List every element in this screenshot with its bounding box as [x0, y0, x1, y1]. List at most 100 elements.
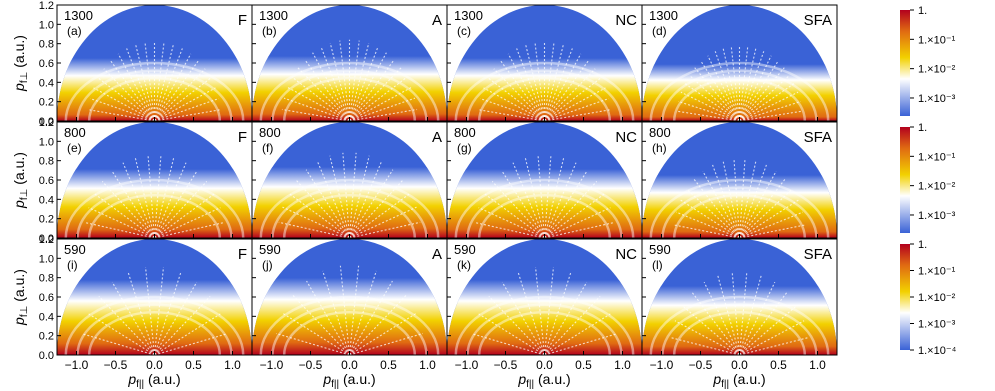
x-axis-title: pf|| (a.u.)	[712, 371, 765, 390]
fringe-line	[154, 53, 192, 122]
fringe-line	[544, 87, 606, 122]
fringe-line	[543, 44, 564, 122]
fringe-line	[282, 312, 350, 355]
ati-ring	[672, 77, 807, 122]
y-tick-label: 1.2	[39, 117, 54, 129]
ati-ring	[271, 69, 428, 122]
fringe-line	[739, 292, 788, 355]
panel-id-label: (i)	[67, 258, 78, 272]
y-tick-label: 0.8	[39, 156, 54, 168]
x-tick-label: −1.0	[260, 358, 284, 372]
fringe-line	[738, 48, 757, 122]
method-label: A	[432, 129, 442, 146]
panel-g: 800(g) NC	[446, 121, 643, 239]
colorbar-gradient	[900, 127, 910, 233]
x-tick-label: 0.0	[146, 358, 163, 372]
fringe-line	[153, 162, 187, 238]
fringe-line	[543, 267, 555, 355]
fringe-line	[154, 170, 198, 238]
fringe-line	[154, 98, 219, 122]
x-tick-label: 0.5	[770, 358, 787, 372]
wavelength-label: 590	[64, 242, 86, 257]
panel-id-label: (a)	[67, 24, 82, 38]
panel-k: 590(k) NC −1.0 −0.5 0.0 0.5 1.0	[446, 238, 643, 372]
fringe-line	[349, 108, 418, 122]
y-tick-label: 1.2	[39, 0, 54, 12]
fringe-line	[717, 274, 741, 355]
y-tick-label: 0.6	[39, 292, 54, 304]
x-axis-title: pf|| (a.u.)	[517, 371, 570, 390]
colorbar-label: 1.×10⁻²	[918, 181, 956, 193]
wavelength-label: 1300	[454, 8, 483, 23]
fringe-line	[153, 272, 182, 355]
fringe-line	[110, 60, 155, 122]
panel-d: 1300(d) SFA	[641, 4, 838, 122]
fringe-line	[329, 42, 351, 122]
fringe-line	[154, 333, 227, 355]
fringe-line	[493, 68, 545, 122]
fringe-line	[349, 76, 408, 122]
ati-ring	[649, 61, 830, 122]
method-label: NC	[615, 246, 637, 263]
fringe-line	[117, 53, 155, 122]
fringe-line	[478, 313, 545, 355]
fringe-line	[103, 68, 155, 122]
fringe-line	[739, 320, 805, 355]
x-tick-label: −1.0	[455, 358, 479, 372]
colorbar-label: 1.	[918, 5, 927, 17]
x-tick-label: 0.5	[380, 358, 397, 372]
fringe-line	[348, 46, 379, 122]
panel-id-label: (b)	[262, 24, 277, 38]
ati-ring	[477, 311, 612, 355]
colorbar-gradient	[900, 10, 910, 116]
fringe-line	[739, 82, 795, 122]
x-tick-label: 0.5	[575, 358, 592, 372]
fringe-line	[349, 206, 417, 238]
colorbar: 1. 1.×10⁻¹ 1.×10⁻² 1.×10⁻³	[900, 5, 956, 116]
y-tick-label: 0.0	[39, 233, 54, 245]
fringe-line	[154, 207, 221, 238]
colorbar: 1. 1.×10⁻¹ 1.×10⁻² 1.×10⁻³	[900, 122, 956, 233]
y-tick-label: 0.2	[39, 214, 54, 226]
fringe-line	[339, 40, 351, 122]
fringe-line	[153, 41, 165, 122]
fringe-line	[349, 59, 395, 122]
y-axis-title: pf⊥ (a.u.)	[11, 35, 30, 92]
ati-ring	[87, 311, 222, 355]
fringe-line	[349, 169, 394, 238]
fringe-line	[348, 40, 360, 122]
colorbar-label: 1.×10⁻¹	[918, 151, 956, 163]
colorbar-label: 1.×10⁻²	[918, 64, 956, 76]
colorbar-label: 1.	[918, 122, 927, 134]
panel-h: 800(h) SFA	[641, 121, 838, 239]
fringe-line	[544, 60, 589, 122]
fringe-line	[544, 53, 582, 122]
fringe-line	[348, 265, 360, 355]
fringe-line	[282, 206, 350, 238]
fringe-line	[676, 110, 740, 122]
colorbar-layer: 1.1.×10⁻¹1.×10⁻²1.×10⁻³1.1.×10⁻¹1.×10⁻²1…	[900, 5, 957, 357]
fringe-line	[722, 160, 741, 238]
axes-layer: pf⊥ (a.u.) pf⊥ (a.u.) pf⊥ (a.u.) pf|| (a.u.…	[11, 35, 766, 390]
method-label: A	[432, 12, 442, 29]
fringe-line	[673, 224, 740, 238]
fringe-line	[153, 154, 162, 238]
fringe-line	[349, 221, 421, 238]
fringe-line	[322, 270, 351, 355]
fringe-line	[739, 91, 799, 122]
panel-id-label: (j)	[262, 258, 273, 272]
fringe-line	[739, 55, 772, 122]
ati-ring	[64, 178, 245, 238]
fringe-line	[153, 267, 165, 355]
fringe-line	[147, 154, 156, 238]
panel-id-label: (c)	[457, 24, 471, 38]
fringe-line	[348, 42, 370, 122]
fringe-line	[126, 48, 156, 122]
fringe-line	[154, 313, 221, 355]
ati-ring	[661, 69, 818, 122]
fringe-line	[154, 60, 199, 122]
fringe-line	[739, 170, 777, 238]
fringe-line	[478, 207, 545, 238]
fringe-line	[349, 312, 417, 355]
